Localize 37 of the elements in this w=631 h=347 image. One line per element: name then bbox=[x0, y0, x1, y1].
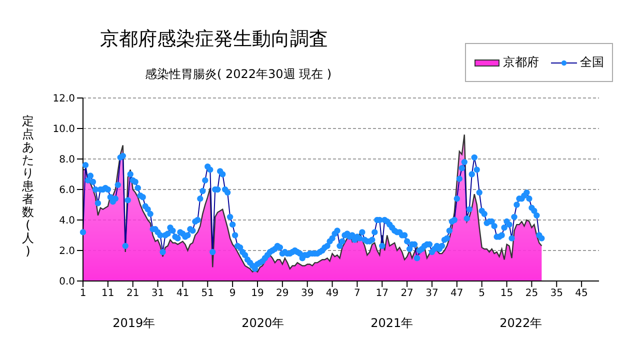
y-tick-label: 6.0 bbox=[59, 185, 75, 196]
legend-label: 京都府 bbox=[503, 54, 539, 71]
y-tick-label: 8.0 bbox=[59, 154, 75, 166]
y-tick-label: 0.0 bbox=[59, 276, 75, 288]
x-tick-label: 35 bbox=[550, 288, 563, 300]
x-tick-label: 25 bbox=[525, 288, 538, 300]
x-tick-label: 11 bbox=[102, 288, 114, 300]
y-tick-label: 12.0 bbox=[52, 94, 75, 105]
text: 2020年 bbox=[242, 316, 284, 330]
x-tick-label: 21 bbox=[126, 288, 140, 300]
x-tick-label: 31 bbox=[151, 288, 164, 300]
y-tick-label: 10.0 bbox=[52, 124, 75, 136]
text: 2019年 bbox=[112, 316, 156, 330]
x-tick-label: 45 bbox=[575, 288, 588, 300]
x-tick-label: 47 bbox=[450, 288, 464, 300]
text: 定点あたり患者数(人) bbox=[22, 114, 34, 258]
text: 2022年 bbox=[500, 316, 542, 330]
x-tick-label: 1 bbox=[80, 288, 86, 300]
y-tick-label: 4.0 bbox=[59, 216, 75, 227]
x-tick-label: 49 bbox=[326, 288, 339, 300]
x-tick-label: 19 bbox=[251, 288, 264, 300]
x-tick-label: 9 bbox=[229, 288, 236, 300]
x-tick-label: 37 bbox=[426, 288, 438, 300]
legend-label: 全国 bbox=[580, 54, 604, 71]
x-tick-label: 51 bbox=[201, 288, 214, 300]
x-tick-label: 27 bbox=[400, 288, 414, 300]
text: 2021年 bbox=[370, 316, 414, 330]
x-tick-label: 5 bbox=[478, 288, 486, 300]
chart-subtitle: 感染性胃腸炎( 2022年30週 現在 ) bbox=[145, 66, 332, 83]
x-tick-label: 15 bbox=[500, 288, 514, 300]
x-tick-label: 29 bbox=[276, 288, 289, 300]
chart-title: 京都府感染症発生動向調査 bbox=[100, 27, 328, 52]
y-tick-label: 2.0 bbox=[59, 246, 75, 258]
x-tick-label: 7 bbox=[354, 288, 360, 300]
x-tick-label: 17 bbox=[376, 288, 388, 300]
x-tick-label: 39 bbox=[300, 288, 314, 300]
x-tick-label: 41 bbox=[176, 288, 190, 300]
